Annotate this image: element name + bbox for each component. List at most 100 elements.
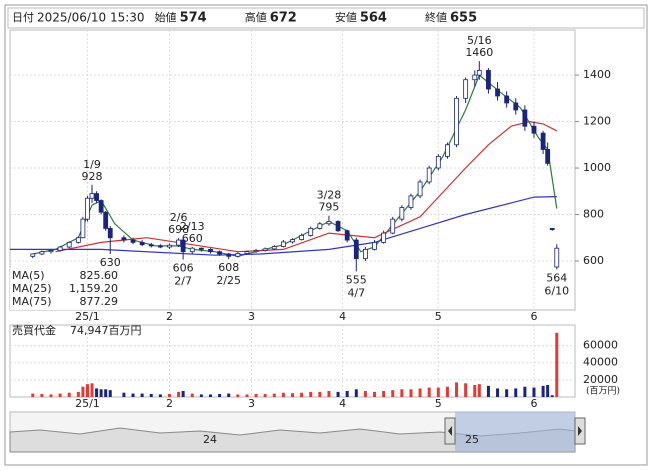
candle-body <box>531 125 537 134</box>
candle-body <box>30 253 36 257</box>
header-box <box>7 7 645 29</box>
candle-body <box>226 253 232 257</box>
volume-bar <box>245 394 249 397</box>
header-label: 高値 <box>245 10 267 24</box>
candle-body <box>540 132 546 150</box>
candle-body <box>408 195 414 208</box>
volume-bar <box>131 393 135 397</box>
volume-bar <box>336 391 340 397</box>
candle-body <box>217 251 222 255</box>
candle-body <box>308 228 314 236</box>
ma-legend-value: 1,159.20 <box>69 282 118 295</box>
volume-bar <box>532 387 536 397</box>
volume-bar <box>464 383 468 397</box>
high-value: 660 <box>182 232 203 245</box>
candle-body <box>381 232 387 243</box>
x-tick-label: 4 <box>339 310 346 323</box>
volume-bar <box>263 394 267 397</box>
candle-body <box>66 241 72 248</box>
candle-body <box>235 253 241 257</box>
volume-bar <box>81 386 85 397</box>
volume-bar <box>218 394 222 397</box>
candle-body <box>98 200 104 213</box>
candle-body <box>390 218 396 234</box>
y-tick-label: 1000 <box>583 161 611 174</box>
candle-body <box>244 251 250 254</box>
high-value: 795 <box>318 201 339 214</box>
volume-bar <box>455 382 459 397</box>
y-tick-label: 1400 <box>583 68 611 81</box>
volume-bar <box>427 387 431 397</box>
candle-body <box>486 70 491 90</box>
volume-bar <box>99 389 103 397</box>
candle-body <box>476 70 482 76</box>
volume-tick-label: 20000 <box>583 373 618 386</box>
volume-bar <box>477 384 481 397</box>
volume-unit: (百万円) <box>586 386 620 397</box>
candle-body <box>167 244 172 248</box>
volume-bar <box>95 388 99 397</box>
volume-bar <box>391 390 395 397</box>
volume-bar <box>199 394 203 397</box>
volume-bar <box>149 394 153 397</box>
price-panel <box>9 29 576 311</box>
candle-body <box>271 246 277 250</box>
candle-body <box>463 79 469 99</box>
volume-bar <box>122 392 126 397</box>
candle-body <box>280 241 286 247</box>
volume-bar <box>177 391 181 397</box>
y-tick-label: 800 <box>583 207 604 220</box>
volume-bar <box>523 386 527 397</box>
volume-tick-label: 40000 <box>583 356 618 369</box>
candle-body <box>317 223 323 229</box>
volume-bar <box>546 385 550 397</box>
low-value: 630 <box>100 256 121 269</box>
volume-bar <box>272 393 276 397</box>
low-value: 555 <box>346 273 367 286</box>
candle-body <box>198 247 204 250</box>
navigator-selection[interactable] <box>455 412 575 452</box>
y-tick-label: 1200 <box>583 115 611 128</box>
high-value: 698 <box>168 223 189 236</box>
candle-body <box>549 228 555 231</box>
low-date: 2/7 <box>174 275 192 288</box>
volume-bar <box>514 388 518 397</box>
navigator-label: 25 <box>465 433 479 446</box>
header-value: 655 <box>450 11 477 26</box>
volume-bar <box>382 391 386 397</box>
high-date: 1/9 <box>83 158 101 171</box>
volume-bar <box>486 385 490 397</box>
candle-body <box>363 248 368 260</box>
volume-bar <box>49 394 53 397</box>
volume-bar <box>445 386 449 397</box>
x-tick-label: 25/1 <box>75 310 100 323</box>
volume-bar <box>309 391 313 397</box>
header-value: 564 <box>360 11 387 26</box>
volume-bar <box>436 387 440 397</box>
candle-body <box>344 230 350 241</box>
volume-bar <box>90 383 94 397</box>
ma-legend-name: MA(75) <box>12 295 52 308</box>
candle-body <box>472 74 478 81</box>
y-tick-label: 600 <box>583 254 604 267</box>
candle-body <box>299 235 305 240</box>
candle-body <box>180 239 186 253</box>
volume-bar <box>550 395 554 397</box>
candle-body <box>545 149 551 164</box>
candle-body <box>504 95 510 104</box>
volume-bar <box>158 394 162 397</box>
ma-legend-value: 825.60 <box>80 269 119 282</box>
candle-body <box>39 251 45 255</box>
candle-body <box>157 245 163 248</box>
volume-bar <box>354 389 358 397</box>
low-value: 608 <box>218 261 239 274</box>
candle-body <box>107 228 113 239</box>
volume-bar <box>418 388 422 397</box>
x-tick-label: 25/1 <box>75 397 100 410</box>
x-tick-label: 6 <box>530 310 537 323</box>
volume-bar <box>236 394 240 397</box>
volume-bar <box>208 394 212 397</box>
x-tick-label: 2 <box>166 310 173 323</box>
candle-body <box>262 248 268 251</box>
